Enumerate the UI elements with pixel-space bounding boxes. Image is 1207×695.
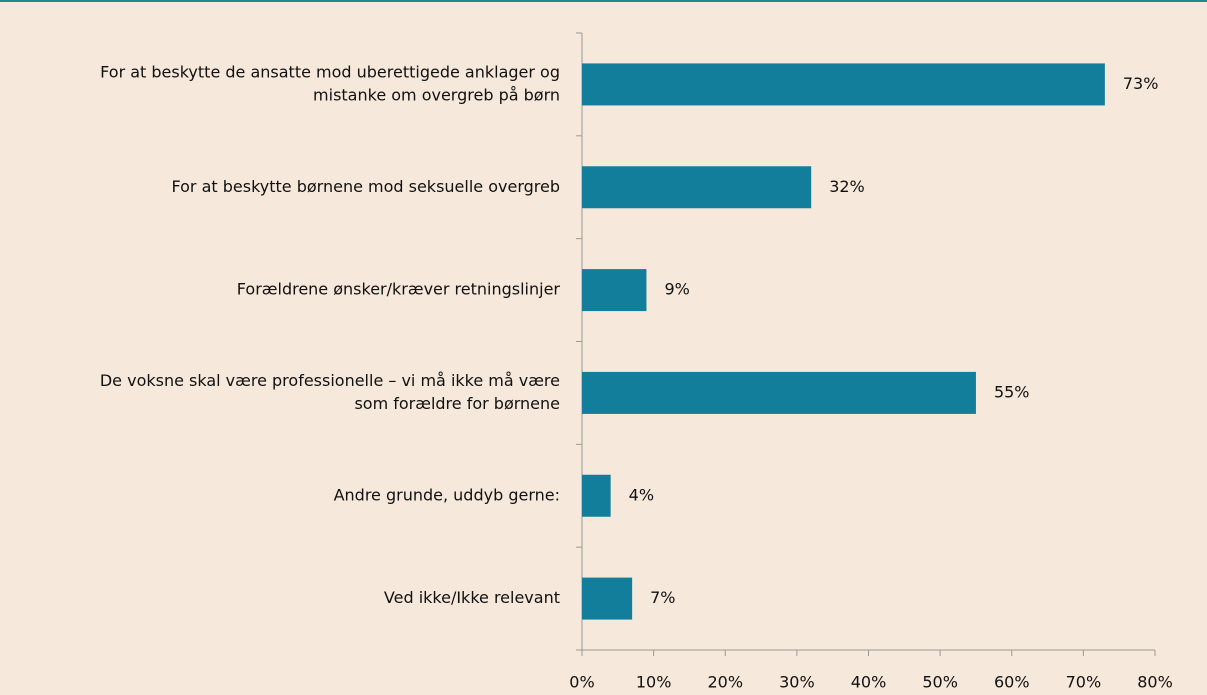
value-label: 32% bbox=[829, 177, 865, 196]
x-tick-label: 50% bbox=[922, 673, 958, 692]
category-label: som forældre for børnene bbox=[354, 394, 560, 413]
value-label: 55% bbox=[994, 382, 1030, 401]
bar bbox=[582, 166, 812, 209]
category-label: For at beskytte børnene mod seksuelle ov… bbox=[171, 177, 560, 196]
bar bbox=[582, 269, 647, 312]
bar bbox=[582, 577, 633, 620]
value-label: 7% bbox=[650, 588, 675, 607]
x-tick-label: 80% bbox=[1137, 673, 1173, 692]
category-label: mistanke om overgreb på børn bbox=[313, 85, 560, 104]
bar bbox=[582, 63, 1105, 106]
x-tick-label: 30% bbox=[779, 673, 815, 692]
x-tick-label: 60% bbox=[994, 673, 1030, 692]
x-tick-label: 20% bbox=[707, 673, 743, 692]
category-label: Andre grunde, uddyb gerne: bbox=[334, 485, 560, 504]
x-tick-label: 70% bbox=[1066, 673, 1102, 692]
category-label: Ved ikke/Ikke relevant bbox=[384, 588, 560, 607]
value-label: 73% bbox=[1123, 74, 1159, 93]
x-tick-label: 10% bbox=[636, 673, 672, 692]
x-tick-label: 40% bbox=[851, 673, 887, 692]
bar bbox=[582, 474, 611, 517]
x-tick-label: 0% bbox=[569, 673, 594, 692]
category-label: De voksne skal være professionelle – vi … bbox=[100, 371, 560, 390]
value-label: 9% bbox=[664, 280, 689, 299]
bar bbox=[582, 371, 976, 414]
category-label: For at beskytte de ansatte mod uberettig… bbox=[100, 62, 560, 81]
category-label: Forældrene ønsker/kræver retningslinjer bbox=[237, 280, 561, 299]
value-label: 4% bbox=[629, 485, 654, 504]
